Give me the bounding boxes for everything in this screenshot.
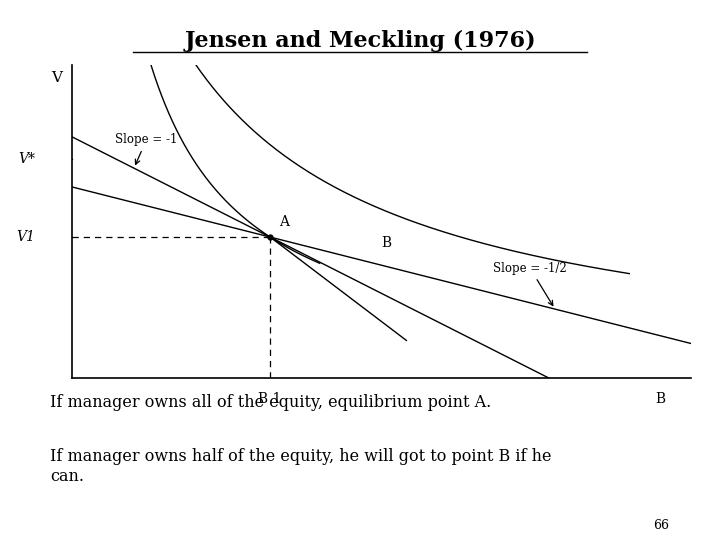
Text: B 1: B 1 [258,392,282,406]
Text: V1: V1 [16,230,35,244]
Text: B: B [382,237,392,251]
Text: V: V [51,71,62,85]
Text: Slope = -1: Slope = -1 [115,133,178,164]
Text: Slope = -1/2: Slope = -1/2 [493,261,567,306]
Text: V*: V* [18,152,35,166]
Text: 66: 66 [654,519,670,532]
Text: If manager owns all of the equity, equilibrium point A.: If manager owns all of the equity, equil… [50,394,492,411]
Text: If manager owns half of the equity, he will got to point B if he
can.: If manager owns half of the equity, he w… [50,448,552,485]
Text: B: B [655,392,665,406]
Text: Jensen and Meckling (1976): Jensen and Meckling (1976) [184,30,536,51]
Text: A: A [279,215,289,229]
